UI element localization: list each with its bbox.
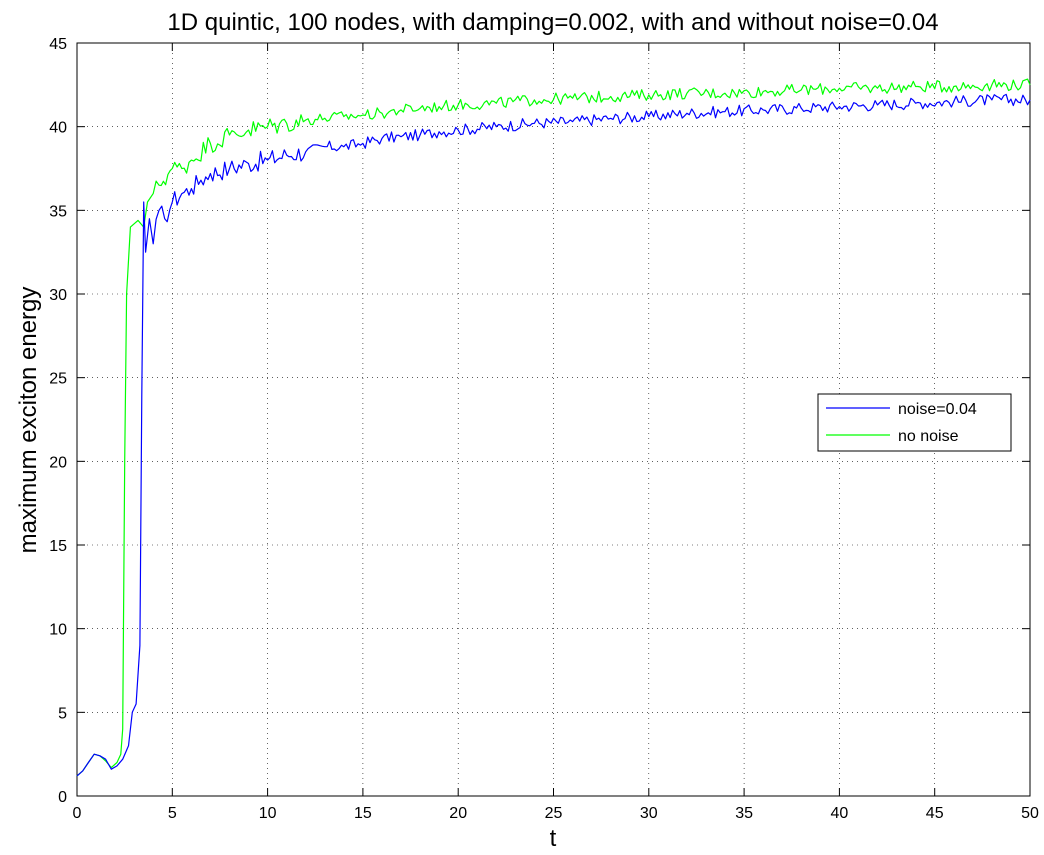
- x-tick-label: 40: [831, 805, 849, 822]
- x-tick-label: 45: [926, 805, 944, 822]
- x-tick-label: 5: [168, 805, 177, 822]
- y-tick-label: 45: [49, 36, 67, 53]
- x-tick-label: 15: [354, 805, 372, 822]
- series-line-1: [76, 78, 1031, 777]
- y-tick-label: 40: [49, 120, 67, 137]
- axis-ticks: 0 5 10 15 20 25 30 35 40 45 50 0 5 10 15 20 25 30 35 40 45: [49, 36, 1039, 822]
- x-tick-label: 30: [640, 805, 658, 822]
- y-tick-label: 0: [58, 789, 67, 806]
- series-line-0: [76, 93, 1031, 777]
- y-axis-label: maximum exciton energy: [15, 287, 42, 554]
- x-tick-label: 10: [259, 805, 277, 822]
- legend-label-no-noise: no noise: [898, 428, 959, 445]
- legend: noise=0.04 no noise: [817, 393, 1012, 452]
- x-tick-label: 0: [73, 805, 82, 822]
- x-tick-label: 25: [545, 805, 563, 822]
- chart-title: 1D quintic, 100 nodes, with damping=0.00…: [167, 9, 938, 36]
- x-tick-label: 35: [735, 805, 753, 822]
- y-tick-label: 20: [49, 454, 67, 471]
- x-tick-label: 50: [1021, 805, 1039, 822]
- legend-label-noise: noise=0.04: [898, 401, 977, 418]
- y-tick-label: 10: [49, 622, 67, 639]
- legend-box: [817, 393, 1012, 452]
- x-tick-label: 20: [449, 805, 467, 822]
- y-tick-label: 15: [49, 538, 67, 555]
- series-lines: [76, 78, 1031, 777]
- y-tick-label: 35: [49, 203, 67, 220]
- y-tick-label: 5: [58, 705, 67, 722]
- x-axis-label: t: [550, 825, 557, 852]
- y-tick-label: 25: [49, 371, 67, 388]
- y-tick-label: 30: [49, 287, 67, 304]
